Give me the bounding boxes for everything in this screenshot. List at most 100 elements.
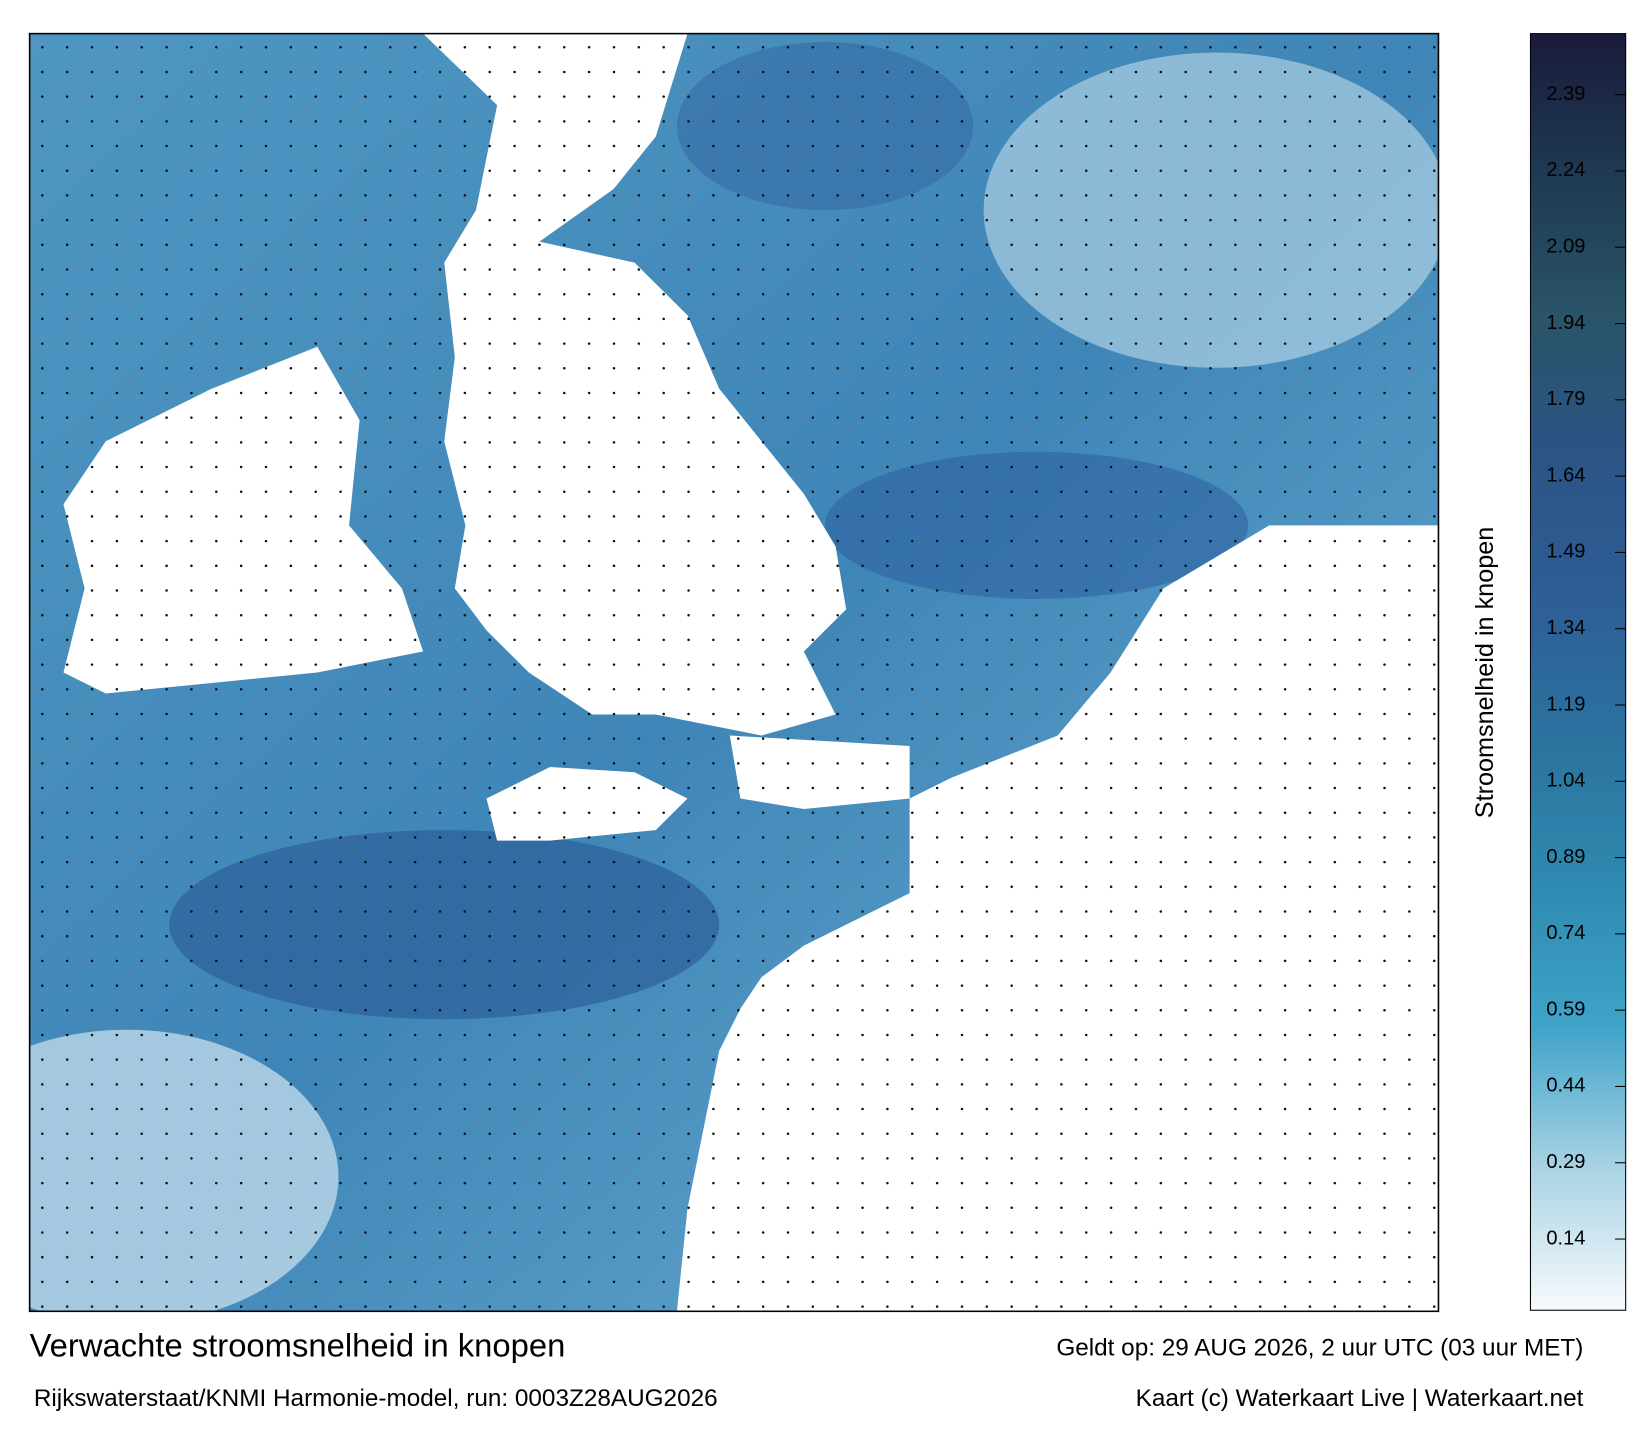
vector-dot: [165, 46, 168, 49]
vector-dot: [861, 268, 864, 271]
vector-dot: [712, 1132, 715, 1135]
vector-dot: [264, 95, 268, 98]
vector-dot: [1308, 811, 1312, 814]
vector-dot: [90, 490, 94, 493]
vector-dot: [264, 46, 268, 49]
vector-dot: [761, 638, 765, 642]
vector-dot: [910, 934, 914, 938]
vector-dot: [513, 144, 516, 148]
vector-dot: [811, 959, 815, 963]
vector-dot: [761, 564, 765, 568]
vector-dot: [1234, 786, 1237, 790]
vector-dot: [1209, 292, 1212, 296]
vector-dot: [1283, 169, 1287, 173]
vector-dot: [115, 465, 119, 469]
vector-dot: [712, 811, 715, 814]
vector-dot: [612, 984, 616, 987]
vector-dot: [712, 1157, 715, 1160]
vector-dot: [563, 959, 566, 963]
vector-dot: [190, 959, 193, 963]
vector-dot: [1134, 860, 1138, 864]
vector-dot: [1408, 1181, 1411, 1185]
vector-dot: [1333, 984, 1337, 987]
vector-dot: [612, 194, 616, 197]
vector-dot: [65, 1033, 69, 1037]
vector-dot: [239, 934, 243, 938]
vector-dot: [65, 95, 69, 98]
vector-dot: [563, 712, 566, 716]
vector-dot: [140, 885, 143, 889]
vector-dot: [65, 391, 69, 395]
vector-dot: [140, 317, 143, 321]
vector-dot: [513, 737, 516, 740]
vector-dot: [935, 1033, 939, 1037]
vector-dot: [1333, 762, 1337, 765]
vector-dot: [910, 465, 914, 469]
vector-dot: [935, 762, 939, 765]
vector-dot: [513, 836, 516, 839]
vector-dot: [563, 391, 566, 395]
vector-dot: [563, 218, 566, 222]
vector-dot: [413, 910, 417, 913]
vector-dot: [215, 1009, 218, 1012]
vector-dot: [935, 46, 939, 49]
vector-dot: [389, 1255, 392, 1259]
vector-dot: [1358, 1033, 1361, 1037]
vector-dot: [1184, 712, 1187, 716]
vector-dot: [1209, 712, 1212, 716]
vector-dot: [811, 1009, 815, 1012]
vector-dot: [90, 910, 94, 913]
vector-dot: [289, 391, 293, 395]
vector-dot: [811, 95, 815, 98]
vector-dot: [811, 268, 815, 271]
vector-dot: [1035, 959, 1038, 963]
vector-dot: [1308, 120, 1312, 123]
vector-dot: [413, 1280, 417, 1284]
vector-dot: [1134, 1305, 1138, 1308]
vector-dot: [886, 959, 889, 963]
vector-dot: [910, 910, 914, 913]
vector-dot: [861, 490, 864, 493]
vector-dot: [364, 811, 367, 814]
vector-dot: [935, 367, 939, 370]
vector-dot: [165, 465, 168, 469]
vector-dot: [215, 712, 218, 716]
vector-dot: [1084, 762, 1088, 765]
vector-dot: [1383, 1009, 1386, 1012]
vector-dot: [960, 885, 964, 889]
vector-dot: [1109, 860, 1113, 864]
vector-dot: [712, 712, 715, 716]
vector-dot: [190, 268, 193, 271]
vector-dot: [910, 367, 914, 370]
vector-dot: [389, 342, 392, 345]
map: [29, 33, 1439, 1312]
vector-dot: [563, 243, 566, 247]
vector-dot: [65, 910, 69, 913]
vector-dot: [1184, 1305, 1187, 1308]
vector-dot: [1333, 70, 1337, 74]
vector-dot: [886, 589, 889, 592]
vector-dot: [488, 885, 491, 889]
vector-dot: [662, 243, 665, 247]
vector-dot: [289, 1058, 293, 1061]
vector-dot: [389, 885, 392, 889]
vector-dot: [687, 317, 690, 321]
vector-dot: [563, 885, 566, 889]
vector-dot: [314, 613, 317, 617]
vector-dot: [389, 292, 392, 296]
vector-dot: [165, 1280, 168, 1284]
vector-dot: [339, 169, 342, 173]
vector-dot: [339, 70, 342, 74]
vector-dot: [1159, 1009, 1163, 1012]
vector-dot: [115, 95, 119, 98]
vector-dot: [1358, 762, 1361, 765]
vector-dot: [190, 70, 193, 74]
vector-dot: [463, 243, 467, 247]
vector-dot: [1084, 268, 1088, 271]
vector-dot: [538, 811, 541, 814]
vector-dot: [687, 218, 690, 222]
vector-dot: [811, 317, 815, 321]
vector-dot: [1308, 910, 1312, 913]
vector-dot: [389, 120, 392, 123]
vector-dot: [264, 169, 268, 173]
